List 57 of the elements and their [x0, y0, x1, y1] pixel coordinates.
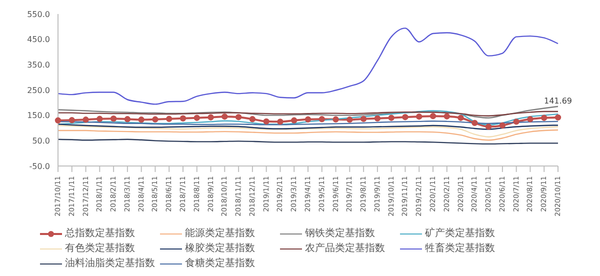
- point: [277, 118, 284, 125]
- legend-label: 总指数定基指数: [65, 226, 135, 241]
- point: [402, 114, 408, 120]
- y-tick-label: 550.0: [27, 10, 50, 19]
- point: [54, 117, 62, 124]
- point: [263, 118, 270, 125]
- point: [346, 116, 353, 123]
- point: [527, 116, 534, 122]
- point: [360, 116, 367, 122]
- point: [194, 114, 200, 121]
- point: [110, 116, 117, 122]
- legend-label: 油料油脂类定基指数: [65, 256, 155, 271]
- point: [499, 122, 506, 129]
- point: [222, 114, 228, 120]
- point: [430, 112, 436, 120]
- legend-label: 有色类定基指数: [65, 242, 135, 256]
- point: [166, 116, 172, 122]
- data-label: 141.69: [544, 96, 572, 106]
- y-tick-label: -50.0: [29, 162, 50, 171]
- point: [180, 115, 186, 122]
- point: [554, 114, 562, 121]
- legend-label: 钢铁类定基指数: [305, 226, 375, 241]
- point: [485, 124, 492, 130]
- y-tick-label: 450.0: [27, 35, 50, 44]
- y-tick-label: 50.0: [32, 136, 50, 146]
- point: [416, 114, 422, 120]
- line-series: [57, 124, 559, 138]
- point: [458, 114, 464, 121]
- point: [513, 118, 520, 125]
- point: [444, 113, 450, 120]
- y-tick-label: 250.0: [27, 86, 50, 95]
- point: [304, 116, 312, 122]
- point: [388, 114, 394, 121]
- legend-label: 橡胶类定基指数: [185, 242, 255, 256]
- point: [208, 114, 214, 120]
- y-tick-label: 150.0: [27, 111, 50, 120]
- point: [291, 117, 298, 124]
- line-series: [57, 129, 559, 141]
- point: [68, 117, 75, 124]
- legend-label: 农产品类定基指数: [305, 242, 385, 256]
- point: [472, 120, 478, 126]
- legend-label: 牲畜类定基指数: [425, 242, 495, 256]
- point: [249, 116, 256, 122]
- point: [96, 116, 103, 122]
- point: [332, 116, 339, 122]
- point: [318, 116, 325, 122]
- point: [152, 116, 158, 122]
- legend-label: 能源类定基指数: [185, 226, 255, 241]
- point: [138, 116, 144, 123]
- y-tick-label: 350.0: [27, 60, 50, 70]
- point: [124, 116, 131, 122]
- legend-label: 矿产类定基指数: [425, 226, 495, 241]
- point: [374, 115, 381, 122]
- point: [235, 114, 242, 120]
- legend-label: 食糖类定基指数: [185, 256, 255, 271]
- point: [82, 116, 89, 123]
- point: [541, 114, 548, 121]
